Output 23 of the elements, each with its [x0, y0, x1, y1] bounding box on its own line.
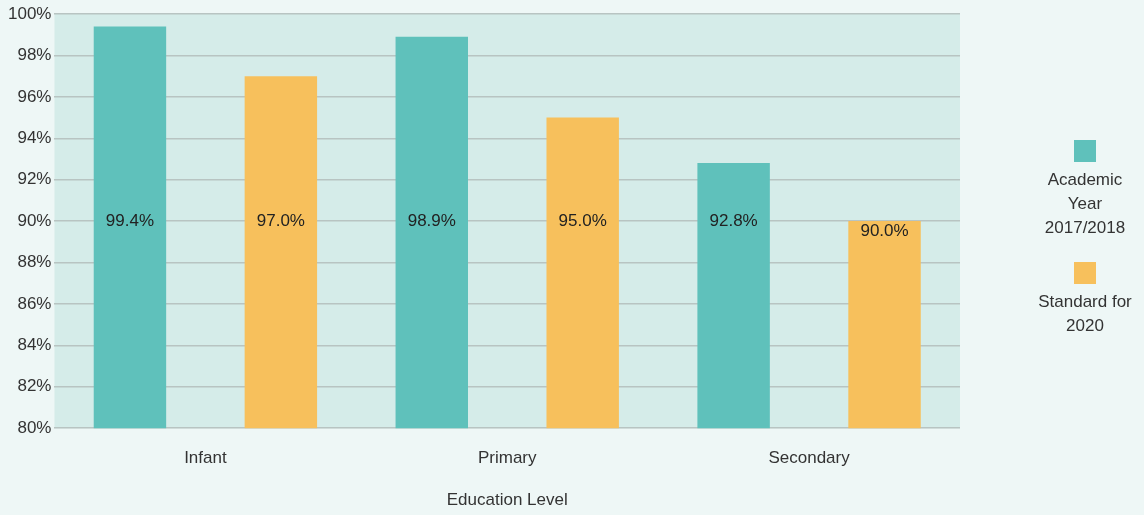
- y-tick-label: 100%: [8, 3, 52, 23]
- legend-label: Standard for 2020: [1037, 291, 1133, 337]
- x-tick-label: Primary: [477, 448, 538, 468]
- data-label: 95.0%: [558, 210, 607, 230]
- y-tick-label: 92%: [17, 169, 52, 189]
- y-tick-label: 88%: [17, 252, 52, 272]
- x-axis-title: Education Level: [446, 490, 568, 510]
- y-tick-label: 82%: [17, 376, 52, 396]
- x-tick-label: Secondary: [768, 448, 851, 468]
- y-tick-label: 90%: [17, 210, 52, 230]
- data-label: 98.9%: [407, 210, 456, 230]
- legend-label: Academic Year 2017/2018: [1043, 169, 1127, 239]
- y-tick-label: 98%: [17, 45, 52, 65]
- data-label: 90.0%: [860, 220, 909, 240]
- y-tick-label: 80%: [17, 417, 52, 437]
- data-label: 99.4%: [105, 210, 155, 230]
- y-tick-label: 86%: [17, 293, 52, 313]
- data-label: 97.0%: [256, 210, 305, 230]
- y-tick-label: 84%: [17, 335, 52, 355]
- data-label: 92.8%: [709, 210, 758, 230]
- y-tick-label: 96%: [17, 86, 52, 106]
- y-tick-label: 94%: [17, 127, 52, 147]
- x-tick-label: Infant: [184, 448, 227, 468]
